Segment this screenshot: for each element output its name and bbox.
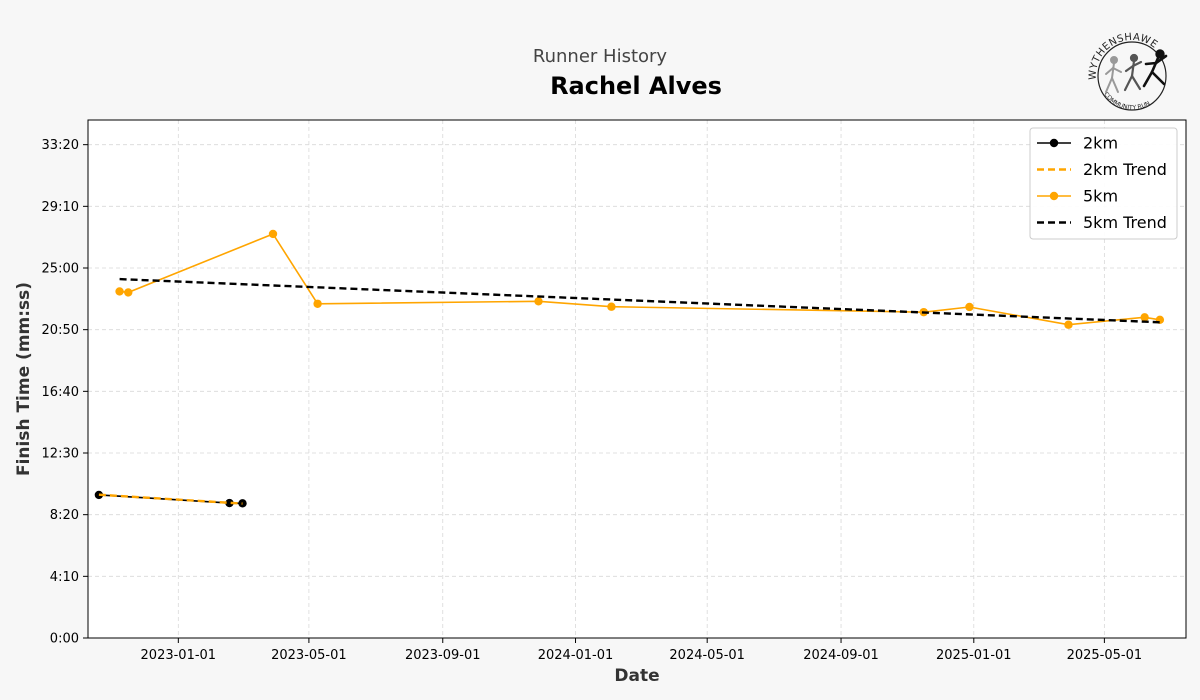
data-point-5km [965,302,974,312]
legend-label-5km-trend: 5km Trend [1083,213,1167,232]
legend-label-2km-trend: 2km Trend [1083,160,1167,179]
x-tick-label: 2025-05-01 [1067,648,1143,663]
plot-area [88,120,1186,638]
x-tick-label: 2025-01-01 [936,648,1012,663]
legend-label-5km: 5km [1083,187,1118,206]
logo-top-text: WYTHENSHAWE [1088,32,1160,80]
data-point-5km [1064,320,1073,329]
y-tick-label: 25:00 [42,262,79,277]
x-tick-label: 2024-05-01 [669,648,745,663]
y-tick-label: 0:00 [50,632,79,647]
plot-border [87,119,1187,639]
chart-subtitle: Runner History [532,46,668,67]
x-axis-label: Date [614,666,659,686]
chart-title: Rachel Alves [550,72,722,100]
series-line-2km-trend [98,493,243,505]
running-figures-icon [1105,49,1168,93]
y-tick-label: 12:30 [42,447,79,462]
data-point-5km [534,297,543,306]
legend-marker-5km [1049,191,1059,201]
data-point-5km [1140,313,1149,322]
data-point-2km [94,490,104,500]
x-tick-label: 2023-05-01 [271,648,347,663]
data-point-2km [238,499,247,508]
logo-circle-icon [1097,41,1167,111]
y-tick-label: 20:50 [42,323,79,338]
data-point-5km [268,229,278,239]
series-line-5km-trend [119,277,1160,324]
y-axis-label: Finish Time (mm:ss) [14,282,34,476]
y-tick-label: 29:10 [42,200,79,215]
y-tick-label: 8:20 [50,508,79,523]
x-tick-label: 2023-09-01 [405,648,481,663]
y-tick-label: 16:40 [42,385,79,400]
wythenshawe-logo: WYTHENSHAWE COMMUNITY RUN [1088,32,1168,111]
logo-bottom-text: COMMUNITY RUN [1102,91,1151,111]
legend-marker-2km [1049,138,1059,148]
data-point-5km [607,302,616,311]
legend-box [1029,127,1178,240]
x-tick-label: 2023-01-01 [141,648,217,663]
data-point-5km [124,288,133,297]
data-point-5km [313,299,322,308]
y-tick-label: 33:20 [42,138,79,153]
x-tick-label: 2024-09-01 [803,648,879,663]
legend-label-2km: 2km [1083,134,1118,153]
data-point-5km [115,287,124,296]
y-tick-label: 4:10 [50,570,79,585]
x-tick-label: 2024-01-01 [538,648,614,663]
data-point-2km [225,498,234,508]
